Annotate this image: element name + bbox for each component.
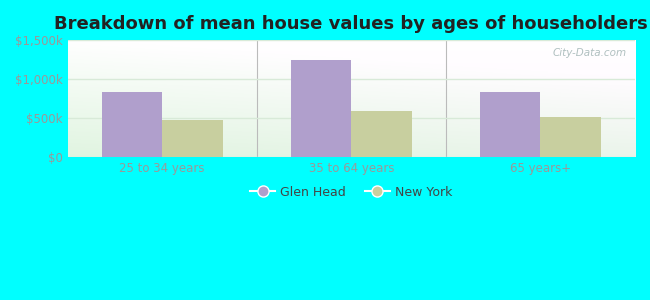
Bar bbox=[291, 60, 351, 157]
Bar bbox=[351, 111, 412, 157]
Text: City-Data.com: City-Data.com bbox=[552, 48, 627, 58]
Legend: Glen Head, New York: Glen Head, New York bbox=[245, 181, 457, 204]
Bar bbox=[162, 120, 223, 157]
Bar bbox=[480, 92, 540, 157]
Title: Breakdown of mean house values by ages of householders: Breakdown of mean house values by ages o… bbox=[55, 15, 648, 33]
Bar bbox=[101, 92, 162, 157]
Bar bbox=[540, 118, 601, 157]
